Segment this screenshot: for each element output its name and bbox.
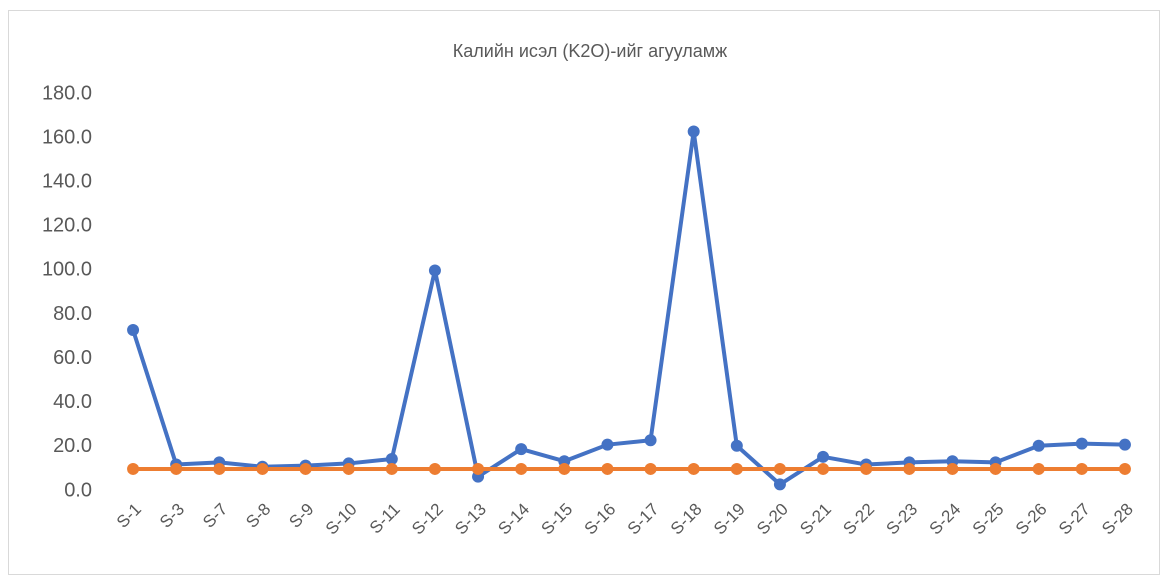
y-tick-label: 180.0	[42, 82, 92, 104]
data-point	[730, 462, 743, 475]
data-point	[558, 462, 571, 475]
data-point	[515, 462, 528, 475]
data-point	[687, 462, 700, 475]
data-point	[1075, 437, 1088, 450]
data-point	[1118, 438, 1131, 451]
data-point	[170, 462, 183, 475]
data-point	[472, 462, 485, 475]
data-point	[817, 450, 830, 463]
data-point	[860, 462, 873, 475]
data-point	[1032, 439, 1045, 452]
y-tick-label: 0.0	[64, 479, 92, 501]
y-tick-label: 60.0	[53, 347, 92, 369]
data-point	[213, 462, 226, 475]
data-point	[644, 434, 657, 447]
y-tick-label: 80.0	[53, 303, 92, 325]
data-point	[730, 439, 743, 452]
chart-title: Калийн исэл (K2O)-ийг агууламж	[453, 41, 727, 61]
data-point	[773, 462, 786, 475]
data-point	[601, 438, 614, 451]
data-point	[1075, 462, 1088, 475]
data-point	[1032, 462, 1045, 475]
data-point	[1118, 462, 1131, 475]
data-point	[428, 264, 441, 277]
series-line	[131, 129, 1125, 487]
data-point	[601, 462, 614, 475]
y-tick-label: 160.0	[42, 126, 92, 148]
data-point	[127, 462, 140, 475]
data-point	[127, 323, 140, 336]
data-point	[256, 462, 269, 475]
data-point	[515, 443, 528, 456]
data-point	[687, 125, 700, 138]
data-point	[299, 462, 312, 475]
data-point	[428, 462, 441, 475]
y-tick-label: 40.0	[53, 391, 92, 413]
data-point	[644, 462, 657, 475]
chart-frame	[8, 10, 1160, 575]
y-tick-label: 100.0	[42, 259, 92, 281]
data-point	[817, 462, 830, 475]
y-tick-label: 140.0	[42, 171, 92, 193]
data-point	[773, 478, 786, 491]
data-point	[903, 462, 916, 475]
data-point	[989, 462, 1002, 475]
data-point	[946, 462, 959, 475]
data-point	[342, 462, 355, 475]
y-tick-label: 120.0	[42, 215, 92, 237]
data-point	[385, 462, 398, 475]
y-tick-label: 20.0	[53, 435, 92, 457]
data-point	[385, 453, 398, 466]
